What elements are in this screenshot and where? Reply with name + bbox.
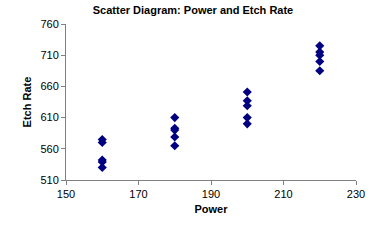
svg-text:510: 510 (40, 174, 58, 186)
svg-text:210: 210 (274, 188, 292, 200)
svg-text:Power: Power (194, 203, 228, 215)
svg-text:150: 150 (57, 188, 75, 200)
svg-text:560: 560 (40, 143, 58, 155)
svg-text:230: 230 (347, 188, 365, 200)
svg-text:Etch Rate: Etch Rate (21, 77, 33, 128)
svg-text:610: 610 (40, 111, 58, 123)
svg-text:660: 660 (40, 80, 58, 92)
svg-text:170: 170 (129, 188, 147, 200)
svg-text:710: 710 (40, 49, 58, 61)
svg-text:Scatter Diagram: Power and Etc: Scatter Diagram: Power and Etch Rate (93, 4, 294, 16)
svg-text:760: 760 (40, 18, 58, 30)
svg-text:190: 190 (202, 188, 220, 200)
